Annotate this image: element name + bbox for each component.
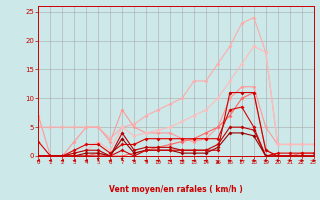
X-axis label: Vent moyen/en rafales ( km/h ): Vent moyen/en rafales ( km/h ): [109, 185, 243, 194]
